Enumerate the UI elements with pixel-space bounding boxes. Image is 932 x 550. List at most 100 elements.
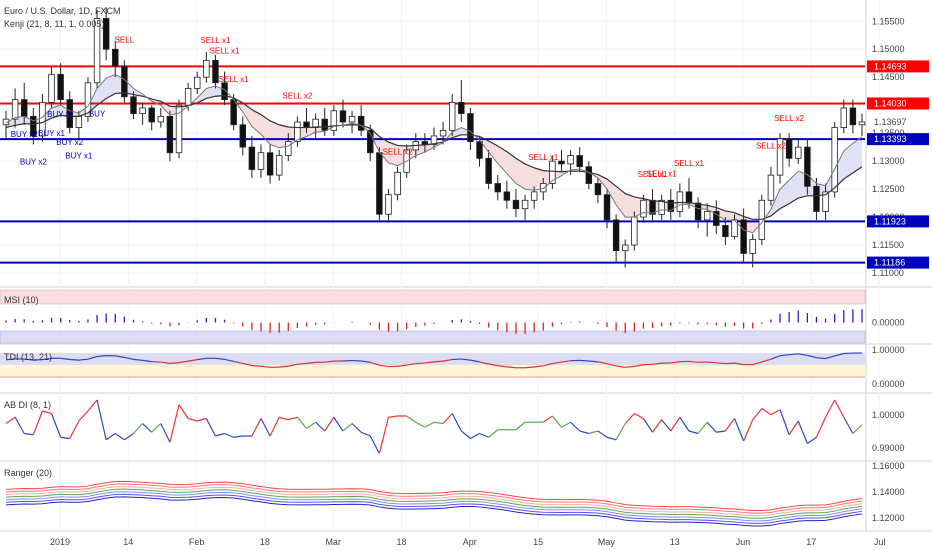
tdi-line-segment <box>707 361 717 364</box>
abdi-line-segment <box>306 421 316 429</box>
abdi-line-segment <box>579 430 589 435</box>
tdi-line-segment <box>251 364 262 367</box>
candle-down <box>667 199 674 212</box>
level-price-tag <box>867 97 929 110</box>
level-price-tag <box>867 133 929 146</box>
candle-up <box>703 211 711 221</box>
candle-up <box>203 60 210 78</box>
tdi-line-segment <box>561 360 571 363</box>
tdi-line-segment <box>324 360 334 363</box>
candle-up <box>394 171 401 196</box>
abdi-line-segment <box>733 418 745 442</box>
band-fill-bear <box>270 120 280 148</box>
tdi-line-segment <box>306 361 316 364</box>
abdi-line-segment <box>843 416 854 434</box>
abdi-line-segment <box>716 430 726 433</box>
candle-up <box>795 146 802 159</box>
tdi-y-tick-label: 1.00000 <box>872 345 905 355</box>
tdi-line-segment <box>479 361 489 365</box>
tdi-line-segment <box>78 358 89 361</box>
tdi-line-segment <box>42 357 52 361</box>
candle-down <box>612 219 620 252</box>
abdi-line-segment <box>133 423 144 434</box>
tdi-line-segment <box>634 364 644 367</box>
tdi-line-segment <box>197 357 207 361</box>
tdi-line-segment <box>215 357 225 360</box>
tdi-line-segment <box>534 365 544 368</box>
tdi-line-segment <box>370 361 380 366</box>
abdi-line-segment <box>724 418 735 432</box>
sell-signal-label: SELL x1 <box>219 75 249 84</box>
level-lines-layer <box>0 65 865 264</box>
buy-signal-label: BUY <box>89 109 106 118</box>
candle-down <box>685 191 693 204</box>
band-fill-bear <box>242 102 252 127</box>
main-y-tick-label: 1.15500 <box>872 16 905 26</box>
band-fill-bull <box>852 137 862 173</box>
sell-signal-label: SELL x1 <box>200 36 230 45</box>
abdi-line-segment <box>269 416 280 437</box>
candle-down <box>339 110 347 123</box>
candle-up <box>731 219 738 238</box>
abdi-line-segment <box>215 432 225 437</box>
candle-down <box>148 107 155 123</box>
candle-up <box>822 191 829 212</box>
abdi-line-segment <box>5 416 16 424</box>
main-y-tick-label: 1.14500 <box>872 72 905 82</box>
ma-fast-line <box>5 73 863 234</box>
ranger-band-line <box>5 493 863 524</box>
abdi-line-segment <box>852 424 863 434</box>
tdi-line-segment <box>734 362 744 366</box>
tdi-line-segment <box>716 362 726 365</box>
abdi-line-segment <box>670 416 681 432</box>
abdi-line-segment <box>652 419 663 433</box>
ranger-legend: Ranger (20) <box>4 468 52 478</box>
msi-y-tick-label: 0.00000 <box>872 318 905 328</box>
msi-lower-zone <box>0 330 866 344</box>
abdi-line-segment <box>488 429 499 438</box>
abdi-line-segment <box>333 416 344 432</box>
tdi-line-segment <box>5 358 16 361</box>
candle-down <box>467 113 474 142</box>
tdi-line-segment <box>688 360 699 363</box>
abdi-line-segment <box>342 423 353 432</box>
abdi-line-segment <box>142 423 153 433</box>
band-fill-bull <box>106 74 116 99</box>
candle-down <box>303 121 310 128</box>
abdi-line-segment <box>752 408 763 421</box>
candle-down <box>166 115 174 154</box>
abdi-line-segment <box>424 421 435 428</box>
candle-down <box>503 191 511 201</box>
x-tick-label: Feb <box>189 537 205 547</box>
tdi-line-segment <box>379 364 389 368</box>
x-tick-label: Mar <box>325 537 341 547</box>
candle-down <box>512 199 520 210</box>
tdi-line-segment <box>525 366 535 369</box>
abdi-line-segment <box>378 417 390 454</box>
msi-legend: MSI (10) <box>4 295 39 305</box>
abdi-line-segment <box>197 417 207 422</box>
band-fill-bull <box>789 171 799 204</box>
abdi-line-segment <box>606 436 617 441</box>
tdi-line-segment <box>233 360 243 364</box>
tdi-line-segment <box>579 359 589 362</box>
sell-signal-label: SELL x1 <box>210 47 240 56</box>
abdi-line-segment <box>105 433 116 441</box>
tdi-line-segment <box>260 365 271 368</box>
candle-down <box>713 211 720 226</box>
candle-down <box>785 138 793 159</box>
abdi-line-segment <box>542 415 553 423</box>
ranger-band-line <box>5 486 863 517</box>
tdi-line-segment <box>142 359 152 363</box>
candle-down <box>357 115 365 131</box>
abdi-line-segment <box>324 416 335 432</box>
tdi-line-segment <box>779 354 790 357</box>
axis-layer: 1.155001.150001.145001.140001.135001.130… <box>50 16 929 547</box>
x-tick-label: 13 <box>670 537 680 547</box>
abdi-line-segment <box>360 431 371 437</box>
abdi-line-segment <box>679 416 690 432</box>
abdi-line-segment <box>96 399 107 440</box>
tdi-line-segment <box>279 365 289 368</box>
abdi-line-segment <box>761 408 772 416</box>
